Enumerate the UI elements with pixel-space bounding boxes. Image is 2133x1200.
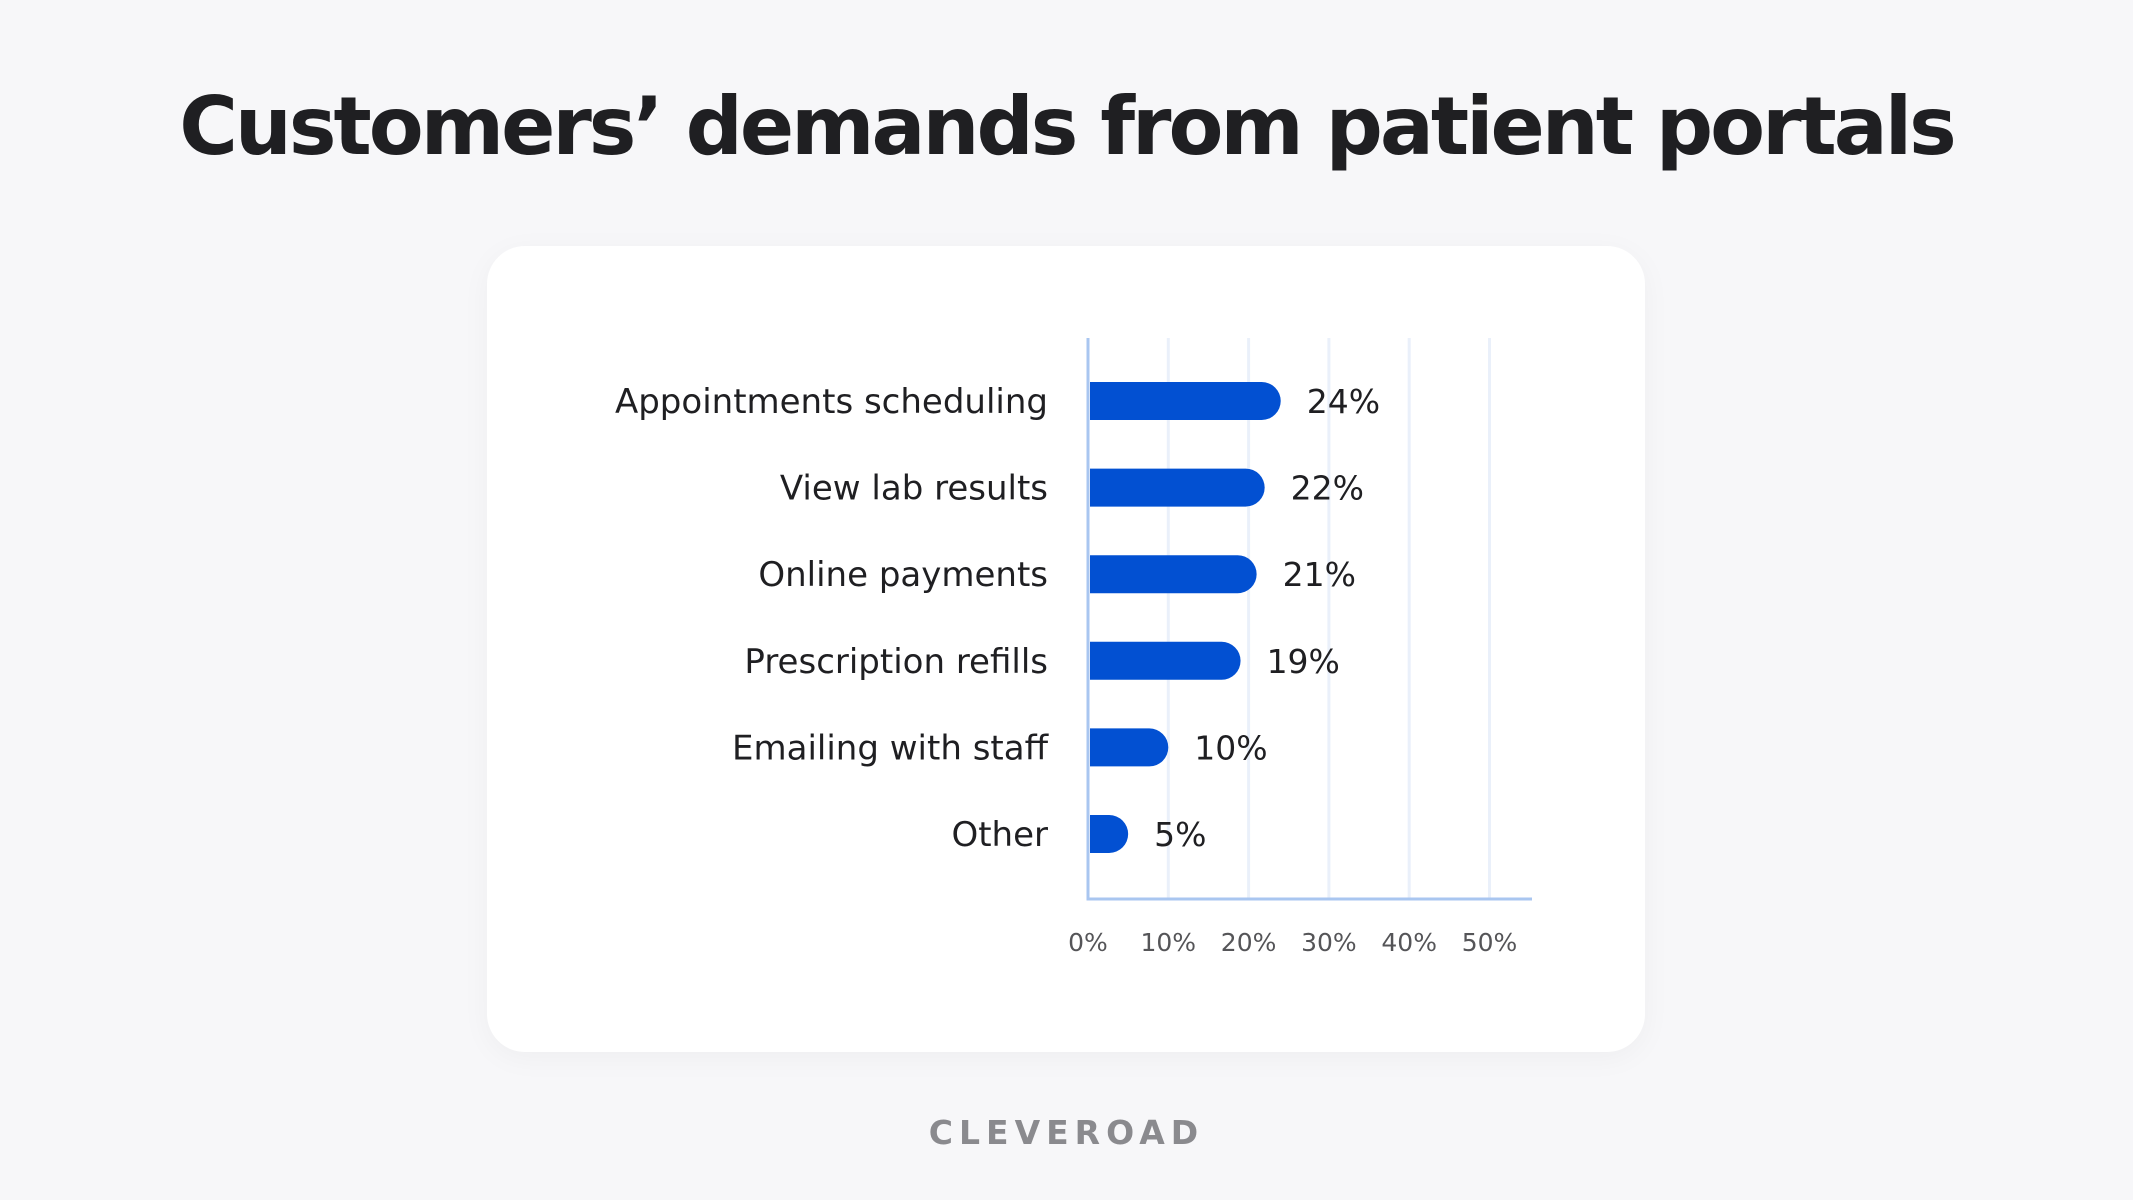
labels: Appointments scheduling 24% View lab resul… bbox=[615, 382, 1517, 957]
bar-0 bbox=[1090, 382, 1281, 420]
bar-5 bbox=[1090, 815, 1129, 853]
value-label-0: 24% bbox=[1307, 382, 1380, 421]
chart-card bbox=[487, 246, 1645, 1052]
bar-2 bbox=[1090, 555, 1257, 594]
value-label-2: 21% bbox=[1283, 555, 1356, 594]
brand-logo-text: CLEVEROAD bbox=[928, 1113, 1205, 1152]
value-label-5: 5% bbox=[1154, 815, 1206, 854]
value-label-3: 19% bbox=[1267, 642, 1340, 681]
x-tick-label-10: 10% bbox=[1141, 928, 1197, 957]
value-label-1: 22% bbox=[1291, 469, 1364, 508]
bars bbox=[1090, 382, 1281, 853]
category-label-5: Other bbox=[951, 815, 1048, 855]
category-label-1: View lab results bbox=[780, 469, 1048, 509]
x-tick-label-0: 0% bbox=[1068, 928, 1108, 957]
category-label-3: Prescription refills bbox=[744, 642, 1048, 682]
x-tick-label-30: 30% bbox=[1301, 928, 1357, 957]
axes bbox=[1086, 338, 1532, 901]
x-tick-label-20: 20% bbox=[1221, 928, 1277, 957]
category-label-2: Online payments bbox=[758, 555, 1048, 595]
bar-1 bbox=[1090, 468, 1265, 507]
bar-3 bbox=[1090, 641, 1241, 680]
value-label-4: 10% bbox=[1194, 728, 1267, 767]
category-label-4: Emailing with staff bbox=[732, 728, 1050, 768]
x-tick-label-50: 50% bbox=[1462, 928, 1518, 957]
grid-lines bbox=[1166, 338, 1491, 899]
page-title: Customers’ demands from patient portals bbox=[179, 80, 1957, 173]
category-label-0: Appointments scheduling bbox=[615, 382, 1048, 422]
x-tick-label-40: 40% bbox=[1381, 928, 1437, 957]
bar-4 bbox=[1090, 728, 1169, 767]
